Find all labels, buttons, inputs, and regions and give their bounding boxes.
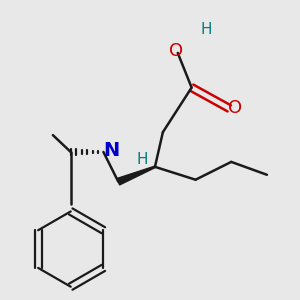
Text: H: H [136, 152, 148, 167]
Text: N: N [103, 142, 119, 160]
Polygon shape [117, 166, 155, 185]
Text: O: O [228, 99, 242, 117]
Text: O: O [169, 42, 183, 60]
Text: H: H [201, 22, 212, 37]
